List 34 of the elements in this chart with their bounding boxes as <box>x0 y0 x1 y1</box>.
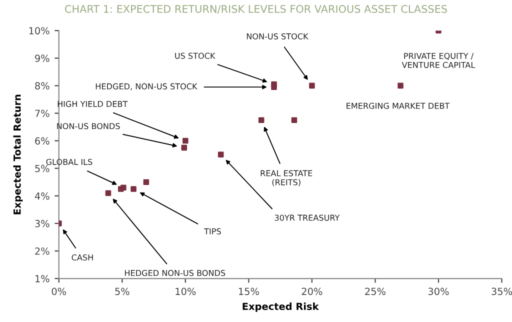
chart-title: CHART 1: EXPECTED RETURN/RISK LEVELS FOR VARIOUS ASSET CLASSES <box>65 5 447 14</box>
x-tick-label: 35% <box>492 288 512 296</box>
annotation: HEDGED, NON-US STOCK <box>96 83 198 90</box>
x-tick-label: 0% <box>52 288 66 296</box>
x-tick-label: 5% <box>115 288 130 296</box>
annotation: US STOCK <box>175 52 216 59</box>
x-tick-label: 15% <box>238 288 259 296</box>
annotation: GLOBAL ILS <box>46 158 92 165</box>
annotation: EMERGING MARKET DEBT <box>346 102 450 109</box>
y-tick-label: 9% <box>35 54 50 62</box>
annotation: NON-US BONDS <box>57 123 120 130</box>
annotation: HIGH YIELD DEBT <box>58 100 128 108</box>
annotation: PRIVATE EQUITY / VENTURE CAPITAL <box>402 52 476 68</box>
annotation: CASH <box>72 254 93 260</box>
x-tick-label: 10% <box>176 288 196 296</box>
y-tick-label: 8% <box>35 82 50 90</box>
y-tick-label: 3% <box>35 220 50 228</box>
y-axis-title: Expected Total Return <box>13 94 23 214</box>
y-tick-label: 1% <box>35 275 50 282</box>
annotation: REAL ESTATE (REITS) <box>260 170 312 186</box>
y-tick-label: 5% <box>35 164 50 172</box>
y-tick-label: 2% <box>35 247 50 255</box>
x-tick-label: 20% <box>302 288 322 296</box>
y-tick-label: 10% <box>29 27 50 34</box>
y-tick-label: 6% <box>35 137 50 145</box>
annotation: 30YR TREASURY <box>274 214 340 221</box>
x-axis-title: Expected Risk <box>242 302 319 312</box>
annotation: TIPS <box>204 228 221 234</box>
y-tick-label: 7% <box>35 110 50 118</box>
y-tick-label: 4% <box>34 192 50 200</box>
annotation: NON-US STOCK <box>246 33 308 40</box>
x-tick-label: 30% <box>428 288 449 296</box>
annotation: HEDGED NON-US BONDS <box>124 270 226 276</box>
x-tick-label: 25% <box>365 288 386 296</box>
